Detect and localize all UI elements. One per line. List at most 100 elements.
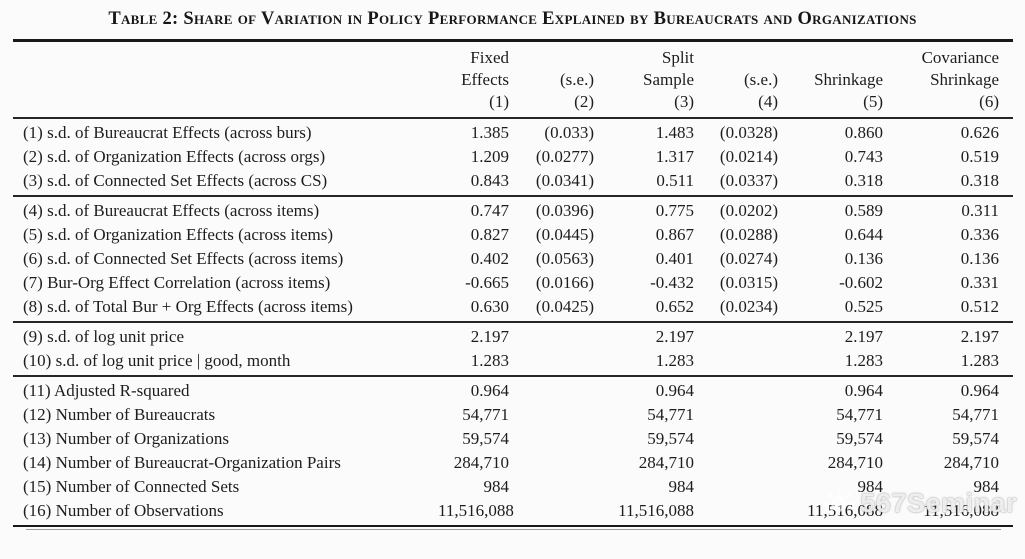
column-header-fixed-effects: Fixed Effects (1) bbox=[438, 41, 511, 119]
value-cell bbox=[696, 403, 780, 427]
header-line: (1) bbox=[489, 92, 509, 111]
header-line: Split bbox=[661, 48, 694, 67]
value-cell: 2.197 bbox=[470, 327, 509, 346]
value-cell: 0.652 bbox=[655, 297, 694, 316]
value-cell bbox=[511, 499, 596, 526]
value-cell: 1.283 bbox=[960, 351, 999, 370]
column-header-shrinkage: Shrinkage (5) bbox=[780, 41, 885, 119]
value-cell: 59,574 bbox=[462, 429, 509, 448]
value-cell: (0.0274) bbox=[719, 249, 778, 268]
value-cell: 984 bbox=[668, 477, 695, 496]
header-line: Shrinkage bbox=[930, 70, 999, 89]
value-cell: 0.747 bbox=[470, 201, 509, 220]
value-cell: (0.033) bbox=[544, 123, 594, 142]
value-cell: 0.964 bbox=[470, 381, 509, 400]
value-cell: 984 bbox=[973, 477, 1000, 496]
value-cell bbox=[696, 499, 780, 526]
header-row: Fixed Effects (1) (s.e.) (2) Split Sample (3) … bbox=[13, 41, 1013, 119]
row-label: (11) Adjusted R-squared bbox=[23, 381, 190, 400]
value-cell: 0.589 bbox=[844, 201, 883, 220]
value-cell: 0.775 bbox=[655, 201, 694, 220]
value-cell bbox=[511, 427, 596, 451]
value-cell: (0.0202) bbox=[719, 201, 778, 220]
table-container: Fixed Effects (1) (s.e.) (2) Split Sample (3) … bbox=[13, 39, 1013, 530]
table-row: (16) Number of Observations 11,516,088 11,… bbox=[13, 499, 1013, 526]
value-cell: 0.512 bbox=[960, 297, 999, 316]
value-cell: 0.331 bbox=[960, 273, 999, 292]
header-line: Fixed bbox=[470, 48, 509, 67]
value-cell: 0.519 bbox=[960, 147, 999, 166]
table-title: Table 2: Share of Variation in Policy Pe… bbox=[108, 9, 917, 29]
value-cell: 0.743 bbox=[844, 147, 883, 166]
value-cell: 11,516,088 bbox=[438, 501, 514, 520]
table-row: (7) Bur-Org Effect Correlation (across i… bbox=[13, 271, 1013, 295]
header-line: Sample bbox=[643, 70, 694, 89]
table-row: (13) Number of Organizations 59,574 59,574… bbox=[13, 427, 1013, 451]
value-cell: (0.0277) bbox=[535, 147, 594, 166]
header-line: (s.e.) bbox=[744, 70, 778, 89]
value-cell: (0.0315) bbox=[719, 273, 778, 292]
row-label: (13) Number of Organizations bbox=[23, 429, 229, 448]
table-row: (6) s.d. of Connected Set Effects (acros… bbox=[13, 247, 1013, 271]
table-row: (2) s.d. of Organization Effects (across… bbox=[13, 145, 1013, 169]
value-cell bbox=[511, 475, 596, 499]
value-cell: (0.0328) bbox=[719, 123, 778, 142]
value-cell: 0.843 bbox=[470, 171, 509, 190]
value-cell: (0.0214) bbox=[719, 147, 778, 166]
value-cell: (0.0337) bbox=[719, 171, 778, 190]
column-header-covariance-shrinkage: Covariance Shrinkage (6) bbox=[885, 41, 1013, 119]
row-label: (16) Number of Observations bbox=[23, 501, 224, 520]
table-row: (4) s.d. of Bureaucrat Effects (across i… bbox=[13, 196, 1013, 223]
value-cell: (0.0341) bbox=[535, 171, 594, 190]
value-cell: 59,574 bbox=[836, 429, 883, 448]
value-cell: 284,710 bbox=[943, 453, 999, 472]
row-label: (14) Number of Bureaucrat-Organization P… bbox=[23, 453, 341, 472]
table-row: (5) s.d. of Organization Effects (across… bbox=[13, 223, 1013, 247]
table-row: (11) Adjusted R-squared 0.964 0.964 0.964 0.… bbox=[13, 376, 1013, 403]
value-cell: 2.197 bbox=[960, 327, 999, 346]
header-line: Effects bbox=[461, 70, 509, 89]
value-cell: 2.197 bbox=[655, 327, 694, 346]
value-cell: 1.283 bbox=[655, 351, 694, 370]
row-group: (1) s.d. of Bureaucrat Effects (across b… bbox=[13, 118, 1013, 196]
value-cell: 0.311 bbox=[961, 201, 999, 220]
value-cell: 984 bbox=[483, 477, 510, 496]
value-cell: 0.867 bbox=[655, 225, 694, 244]
header-line: Covariance bbox=[921, 48, 999, 67]
value-cell: 11,516,088 bbox=[923, 501, 999, 520]
row-label: (4) s.d. of Bureaucrat Effects (across i… bbox=[23, 201, 320, 220]
table-row: (14) Number of Bureaucrat-Organization P… bbox=[13, 451, 1013, 475]
value-cell: 284,710 bbox=[638, 453, 694, 472]
value-cell bbox=[696, 322, 780, 349]
value-cell: 0.136 bbox=[844, 249, 883, 268]
row-label: (7) Bur-Org Effect Correlation (across i… bbox=[23, 273, 331, 292]
table-row: (10) s.d. of log unit price | good, mont… bbox=[13, 349, 1013, 376]
value-cell bbox=[511, 451, 596, 475]
value-cell: -0.602 bbox=[839, 273, 883, 292]
value-cell: 1.317 bbox=[655, 147, 694, 166]
row-label: (9) s.d. of log unit price bbox=[23, 327, 184, 346]
value-cell: 0.525 bbox=[844, 297, 883, 316]
column-header-split-sample: Split Sample (3) bbox=[596, 41, 696, 119]
value-cell: 59,574 bbox=[952, 429, 999, 448]
header-line bbox=[780, 47, 883, 69]
header-line: (3) bbox=[674, 92, 694, 111]
value-cell: 0.964 bbox=[844, 381, 883, 400]
value-cell: 0.402 bbox=[470, 249, 509, 268]
value-cell: 0.644 bbox=[844, 225, 883, 244]
value-cell bbox=[511, 403, 596, 427]
header-line: (5) bbox=[863, 92, 883, 111]
header-line bbox=[511, 47, 594, 69]
value-cell: (0.0563) bbox=[535, 249, 594, 268]
value-cell: (0.0234) bbox=[719, 297, 778, 316]
row-label: (8) s.d. of Total Bur + Org Effects (acr… bbox=[23, 297, 353, 316]
value-cell: (0.0396) bbox=[535, 201, 594, 220]
row-label: (1) s.d. of Bureaucrat Effects (across b… bbox=[23, 123, 312, 142]
value-cell: 0.827 bbox=[470, 225, 509, 244]
value-cell: 0.964 bbox=[960, 381, 999, 400]
value-cell bbox=[696, 451, 780, 475]
value-cell bbox=[511, 349, 596, 376]
value-cell: 0.630 bbox=[470, 297, 509, 316]
value-cell: 984 bbox=[857, 477, 884, 496]
table-row: (1) s.d. of Bureaucrat Effects (across b… bbox=[13, 118, 1013, 145]
